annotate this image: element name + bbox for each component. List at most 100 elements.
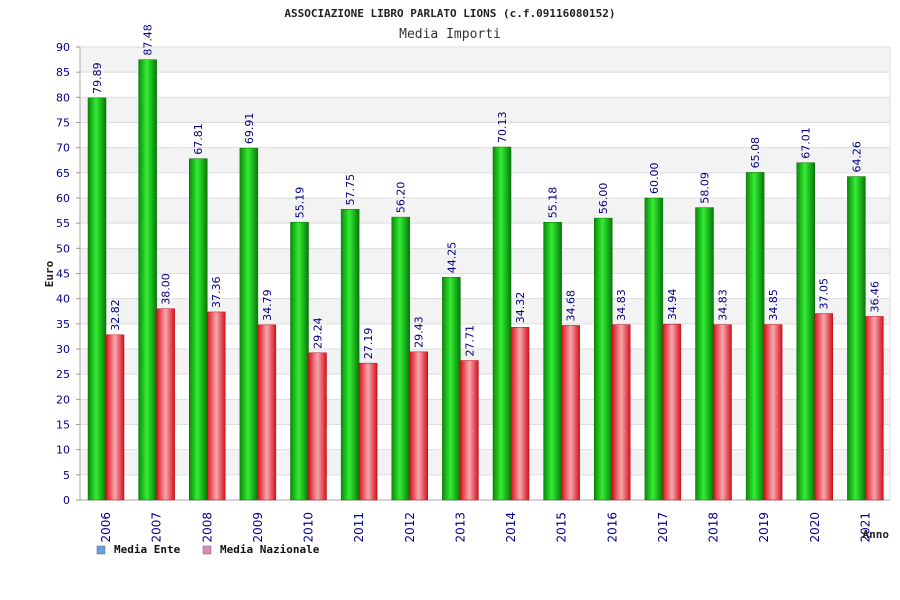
bar-media-nazionale bbox=[865, 316, 884, 501]
bar-media-nazionale bbox=[105, 334, 125, 501]
bars: 79.89 32.82 87.48 38.00 67.81 37.36 69.91 34.79… bbox=[87, 24, 884, 501]
y-tick-label: 25 bbox=[56, 368, 70, 381]
bar-value-label: 57.75 bbox=[344, 174, 357, 206]
y-tick-label: 35 bbox=[56, 318, 70, 331]
y-tick-label: 30 bbox=[56, 343, 70, 356]
x-tick-label: 2008 bbox=[200, 512, 214, 543]
bar-media-nazionale bbox=[510, 327, 530, 501]
bar-media-nazionale bbox=[763, 324, 783, 501]
x-tick-label: 2006 bbox=[99, 512, 113, 543]
bar-media-nazionale bbox=[713, 324, 732, 501]
y-tick-label: 70 bbox=[56, 142, 70, 155]
y-tick-label: 75 bbox=[56, 117, 70, 130]
y-tick-label: 5 bbox=[63, 469, 70, 482]
bar-media-nazionale bbox=[308, 352, 327, 501]
bar-value-label: 34.32 bbox=[514, 292, 527, 324]
bar-media-ente bbox=[796, 162, 815, 501]
y-axis-label: Euro bbox=[43, 260, 56, 287]
grid-band bbox=[80, 147, 890, 173]
bar-value-label: 34.94 bbox=[666, 289, 679, 321]
x-axis-ticks: 2006 2007 2008 2009 2010 2011 2012 2013 2014 2015… bbox=[99, 512, 872, 543]
x-tick-label: 2015 bbox=[555, 512, 569, 543]
bar-media-nazionale bbox=[561, 325, 580, 501]
bar-value-label: 56.20 bbox=[395, 182, 408, 214]
grid-band bbox=[80, 47, 890, 73]
bar-value-label: 69.91 bbox=[243, 113, 256, 145]
y-tick-label: 85 bbox=[56, 66, 70, 79]
x-tick-label: 2007 bbox=[150, 512, 164, 543]
x-tick-label: 2021 bbox=[858, 512, 872, 543]
bar-value-label: 67.01 bbox=[800, 127, 813, 159]
x-tick-label: 2010 bbox=[302, 512, 316, 543]
bar-value-label: 38.00 bbox=[160, 273, 173, 305]
bar-media-ente bbox=[442, 277, 461, 501]
y-tick-label: 15 bbox=[56, 419, 70, 432]
y-tick-label: 90 bbox=[56, 41, 70, 54]
bar-value-label: 58.09 bbox=[699, 172, 712, 204]
legend-entry: Media Ente bbox=[114, 543, 181, 556]
bar-value-label: 79.89 bbox=[91, 62, 104, 94]
y-tick-label: 65 bbox=[56, 167, 70, 180]
x-tick-label: 2018 bbox=[707, 512, 721, 543]
bar-media-ente bbox=[189, 158, 208, 501]
x-tick-label: 2017 bbox=[656, 512, 670, 543]
bar-value-label: 70.13 bbox=[496, 112, 509, 144]
bar-media-ente bbox=[847, 176, 866, 501]
y-axis-ticks: 0 5 10 15 20 25 30 35 40 45 50 55 60 65 70 75 80 85 90 bbox=[56, 41, 80, 507]
x-tick-label: 2016 bbox=[605, 512, 619, 543]
bar-media-nazionale bbox=[207, 311, 226, 501]
bar-value-label: 27.19 bbox=[362, 328, 375, 360]
chart-subtitle: Media Importi bbox=[399, 27, 501, 42]
grid-band bbox=[80, 97, 890, 123]
bar-media-ente bbox=[543, 222, 562, 501]
grid-band bbox=[80, 72, 890, 98]
bar-value-label: 34.68 bbox=[565, 290, 578, 322]
bar-media-ente bbox=[290, 221, 309, 501]
legend-entry: Media Nazionale bbox=[220, 543, 320, 556]
y-tick-label: 50 bbox=[56, 242, 70, 255]
bar-media-nazionale bbox=[612, 324, 631, 501]
bar-value-label: 34.83 bbox=[717, 289, 730, 321]
bar-value-label: 29.43 bbox=[413, 316, 426, 348]
bar-media-ente bbox=[391, 216, 410, 501]
y-tick-label: 0 bbox=[63, 494, 70, 507]
bar-value-label: 29.24 bbox=[312, 317, 325, 349]
x-tick-label: 2020 bbox=[808, 512, 822, 543]
bar-media-nazionale bbox=[156, 308, 175, 501]
bar-value-label: 56.00 bbox=[597, 183, 610, 215]
bar-value-label: 36.46 bbox=[868, 281, 881, 313]
bar-value-label: 44.25 bbox=[445, 242, 458, 274]
y-tick-label: 80 bbox=[56, 91, 70, 104]
bar-value-label: 27.71 bbox=[463, 325, 476, 357]
bar-value-label: 55.18 bbox=[547, 187, 560, 219]
bar-media-ente bbox=[745, 172, 765, 501]
bar-value-label: 37.36 bbox=[210, 276, 223, 308]
bar-media-ente bbox=[695, 207, 714, 501]
bar-value-label: 64.26 bbox=[850, 141, 863, 173]
bar-media-ente bbox=[239, 147, 259, 501]
x-tick-label: 2019 bbox=[757, 512, 771, 543]
bar-media-ente bbox=[87, 97, 107, 501]
x-tick-label: 2011 bbox=[352, 512, 366, 543]
x-tick-label: 2013 bbox=[453, 512, 467, 543]
bar-media-ente bbox=[492, 146, 512, 501]
y-tick-label: 60 bbox=[56, 192, 70, 205]
bar-value-label: 60.00 bbox=[648, 163, 661, 195]
bar-value-label: 65.08 bbox=[749, 137, 762, 169]
y-tick-label: 55 bbox=[56, 217, 70, 230]
legend: Media Ente Media Nazionale bbox=[96, 543, 320, 556]
bar-media-nazionale bbox=[358, 362, 378, 501]
bar-value-label: 87.48 bbox=[142, 24, 155, 56]
bar-value-label: 37.05 bbox=[818, 278, 831, 310]
bar-media-nazionale bbox=[814, 313, 833, 501]
y-tick-label: 10 bbox=[56, 444, 70, 457]
bar-value-label: 34.79 bbox=[261, 289, 274, 321]
bar-value-label: 55.19 bbox=[294, 187, 307, 219]
bar-media-nazionale bbox=[662, 323, 682, 501]
bar-media-ente bbox=[340, 209, 360, 501]
x-tick-label: 2009 bbox=[251, 512, 265, 543]
bar-value-label: 34.85 bbox=[767, 289, 780, 321]
y-tick-label: 20 bbox=[56, 393, 70, 406]
bar-value-label: 32.82 bbox=[109, 299, 122, 331]
